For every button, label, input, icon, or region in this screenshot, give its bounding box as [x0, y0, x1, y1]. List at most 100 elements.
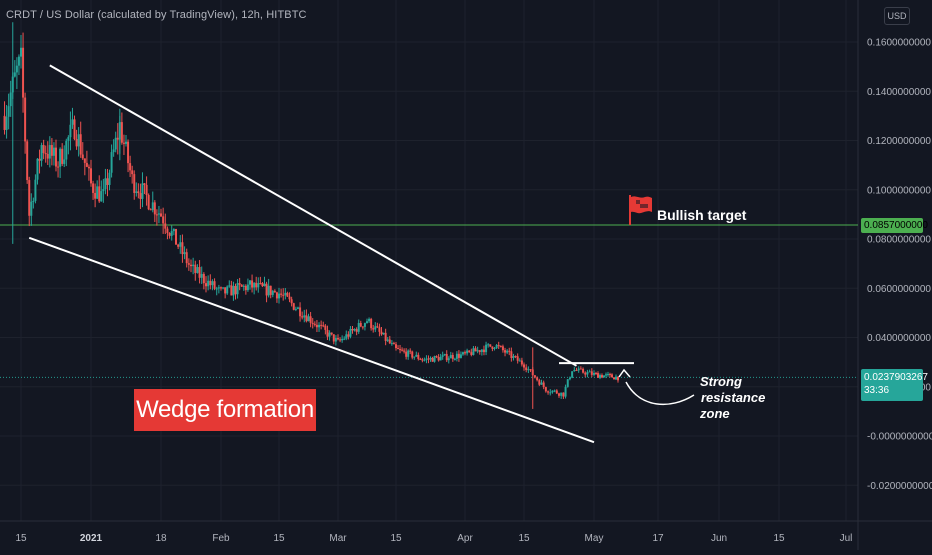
- candle-body: [196, 267, 199, 273]
- candle-body: [249, 280, 251, 285]
- candle-body: [497, 345, 500, 347]
- candle-body: [540, 382, 543, 385]
- candle-body: [332, 334, 335, 342]
- candle-body: [179, 242, 182, 247]
- wedge-lower-trendline[interactable]: [28, 236, 595, 444]
- candle-body: [200, 274, 203, 278]
- candle-body: [81, 154, 84, 159]
- candle-body: [482, 349, 485, 353]
- candle-body: [341, 338, 344, 341]
- candle-body: [311, 322, 314, 324]
- candle-body: [267, 285, 270, 296]
- candle-body: [202, 274, 205, 284]
- candle-body: [470, 352, 473, 355]
- candle-body: [87, 166, 90, 169]
- candle-body: [114, 137, 117, 150]
- candle-body: [553, 390, 556, 392]
- candle-body: [73, 119, 76, 140]
- candle-body: [508, 350, 511, 352]
- candle-body: [504, 350, 507, 353]
- candle-body: [435, 356, 438, 358]
- candle-body: [164, 223, 167, 229]
- candle-body: [584, 372, 587, 375]
- candle-body: [523, 364, 525, 368]
- candle-body: [363, 323, 366, 327]
- candle-body: [388, 339, 391, 344]
- candle-body: [322, 325, 325, 327]
- candle-body: [181, 242, 184, 255]
- candle-body: [382, 332, 385, 335]
- candle-body: [286, 292, 289, 297]
- candle-body: [372, 328, 375, 330]
- candle-body: [425, 358, 428, 360]
- candle-body: [44, 153, 47, 155]
- candle-body: [309, 316, 312, 323]
- candle-body: [380, 331, 383, 335]
- candle-body: [290, 299, 293, 304]
- candle-body: [217, 287, 220, 289]
- candle-body: [376, 326, 379, 328]
- candle-body: [518, 360, 521, 362]
- candle-body: [568, 377, 571, 380]
- candle-body: [215, 288, 218, 290]
- x-tick-label: Jul: [840, 533, 853, 544]
- candle-body: [253, 282, 256, 288]
- candle-body: [334, 338, 337, 342]
- candle-body: [209, 280, 212, 286]
- candle-body: [48, 145, 51, 159]
- y-tick-label: 0.0600000000: [867, 284, 931, 295]
- candle-body: [405, 351, 408, 357]
- candle-body: [222, 287, 225, 289]
- candle-body: [127, 141, 130, 164]
- candle-body: [83, 158, 86, 163]
- candle-body: [339, 339, 342, 341]
- candle-body: [413, 356, 416, 358]
- resistance-line-1: Strong: [700, 374, 742, 389]
- candle-body: [257, 283, 260, 288]
- candle-body: [351, 328, 354, 331]
- wedge-upper-trendline[interactable]: [49, 64, 577, 367]
- candle-body: [213, 281, 216, 289]
- candle-body: [36, 158, 39, 180]
- candle-body: [560, 392, 563, 396]
- candle-body: [415, 354, 418, 357]
- arrow-head-icon: [618, 368, 631, 378]
- y-tick-label: 0.1600000000: [867, 38, 931, 49]
- x-tick-label: 2021: [80, 533, 103, 544]
- candle-body: [431, 357, 434, 362]
- candle-body: [278, 293, 280, 299]
- candle-body: [480, 349, 483, 353]
- candle-body: [536, 377, 539, 381]
- candle-body: [407, 350, 410, 357]
- candle-body: [527, 369, 530, 371]
- candle-body: [347, 334, 350, 337]
- candle-body: [564, 386, 567, 397]
- x-tick-label: May: [585, 533, 604, 544]
- currency-button[interactable]: USD: [884, 7, 910, 25]
- candle-body: [571, 371, 574, 378]
- candle-body: [26, 141, 29, 181]
- candle-body: [512, 356, 515, 358]
- candle-body: [370, 318, 373, 329]
- candle-body: [32, 200, 35, 202]
- candle-body: [476, 350, 479, 352]
- candle-body: [175, 228, 177, 245]
- candle-body: [474, 348, 477, 352]
- candle-body: [71, 119, 74, 125]
- candle-body: [601, 375, 603, 378]
- candle-body: [378, 327, 381, 332]
- candle-body: [549, 392, 552, 394]
- candle-body: [185, 252, 188, 264]
- candle-body: [296, 307, 299, 309]
- candle-body: [547, 391, 550, 393]
- candle-body: [453, 358, 456, 360]
- candle-body: [399, 349, 402, 351]
- candle-body: [575, 369, 578, 371]
- candle-body: [489, 344, 492, 347]
- candle-body: [443, 354, 446, 356]
- candle-body: [390, 343, 393, 345]
- candle-body: [529, 369, 532, 371]
- candle-body: [228, 285, 231, 287]
